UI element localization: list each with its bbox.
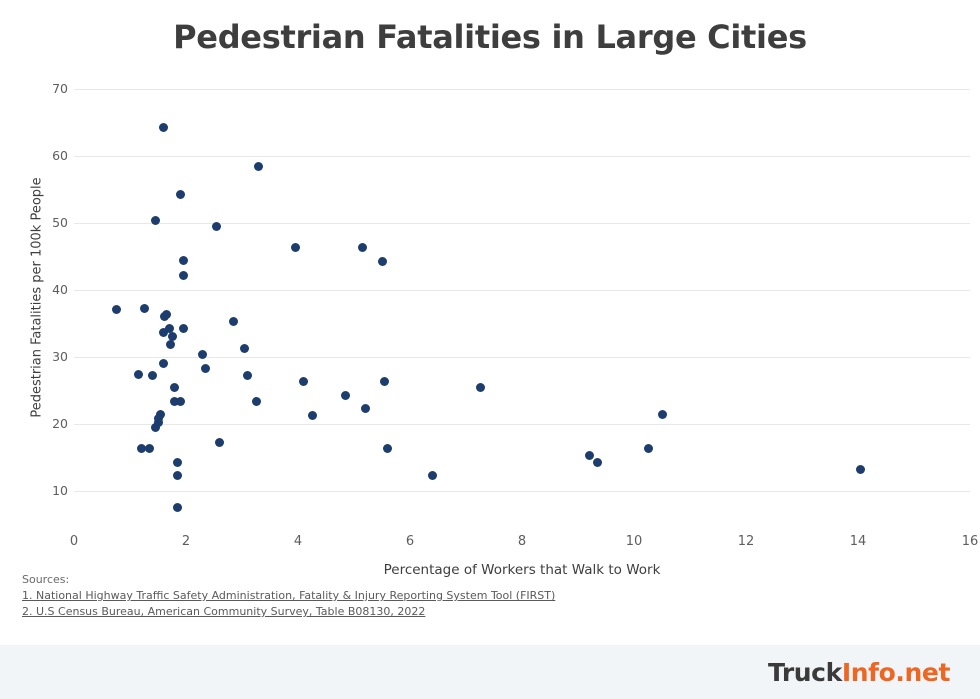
x-axis-tick-label: 2 [181,534,191,549]
scatter-point [170,382,180,392]
page-title: Pedestrian Fatalities in Large Cities [173,18,807,56]
scatter-point [173,503,183,513]
scatter-point [212,221,222,231]
scatter-point [240,343,250,353]
footer-bar: TruckInfo.net [0,645,980,699]
scatter-point [170,396,180,406]
y-axis-title: Pedestrian Fatalities per 100k People [29,177,45,418]
scatter-point [243,370,253,380]
x-axis-tick-label: 4 [293,534,303,549]
scatter-point [159,122,169,132]
sources-heading: Sources: [22,573,70,586]
scatter-point [643,444,653,454]
sources-block: Sources: 1. National Highway Traffic Saf… [22,572,555,620]
scatter-point [593,458,603,468]
scatter-point [175,189,185,199]
scatter-point [150,422,160,432]
scatter-point [136,444,146,454]
scatter-point [178,271,188,281]
chart-figure: Pedestrian Fatalities in Large Cities 10… [22,18,979,620]
scatter-point [383,444,393,454]
scatter-point [159,358,169,368]
scatter-point [307,410,317,420]
scatter-point [175,396,185,406]
scatter-point [150,215,160,225]
scatter-plot: 10 20 30 40 50 60 70 0 2 4 6 8 10 12 14 16 Pedestrian … [29,81,979,578]
x-axis-tick-label: 14 [849,534,867,549]
x-axis-tick-label: 6 [405,534,415,549]
scatter-point [145,444,155,454]
scatter-point [215,438,225,448]
scatter-point [427,471,437,481]
scatter-point [341,390,351,400]
scatter-point [165,339,175,349]
scatter-point [380,376,390,386]
scatter-point [360,404,370,414]
x-axis-title: Percentage of Workers that Walk to Work [383,562,661,578]
scatter-point [201,363,211,373]
y-axis-tick-label: 30 [52,349,68,364]
x-axis-tick-label: 10 [625,534,643,549]
x-axis-tick-label: 12 [737,534,755,549]
scatter-point [290,243,300,253]
x-axis-tick-label: 8 [517,534,527,549]
gridline [74,491,970,492]
scatter-point [856,465,866,475]
x-axis-tick-label: 16 [961,534,979,549]
logo-accent-text: Info.net [841,658,951,687]
scatter-point [139,303,149,313]
scatter-point [198,349,208,359]
scatter-point [657,410,667,420]
scatter-point [167,331,177,341]
scatter-point [133,369,143,379]
scatter-point [229,316,239,326]
gridline [74,156,970,157]
scatter-point [584,450,594,460]
scatter-point [251,396,261,406]
y-axis-tick-label: 60 [52,148,68,163]
site-logo[interactable]: TruckInfo.net [768,658,950,687]
gridline [74,89,970,90]
scatter-point [173,457,183,467]
scatter-point [147,370,157,380]
sources-list: 1. National Highway Traffic Safety Admin… [22,588,555,620]
source-link[interactable]: 2. U.S Census Bureau, American Community… [22,605,426,618]
gridline [74,223,970,224]
y-axis-tick-label: 50 [52,215,68,230]
x-axis-tick-label: 0 [69,534,79,549]
scatter-point [475,383,485,393]
gridline [74,290,970,291]
scatter-point [178,256,188,266]
y-axis-tick-label: 10 [52,483,68,498]
scatter-point [377,256,387,266]
scatter-point [173,471,183,481]
scatter-point [178,323,188,333]
scatter-point [161,310,171,320]
scatter-point [357,242,367,252]
gridline [74,424,970,425]
scatter-point [159,328,169,338]
y-axis-tick-label: 20 [52,416,68,431]
scatter-point [254,162,264,172]
gridline [74,357,970,358]
y-axis-tick-label: 40 [52,282,68,297]
scatter-point [111,304,121,314]
scatter-point [299,376,309,386]
y-axis-tick-label: 70 [52,81,68,96]
source-link[interactable]: 1. National Highway Traffic Safety Admin… [22,589,556,602]
logo-primary-text: Truck [767,658,842,687]
scatter-point [156,410,166,420]
scatter-point [164,324,174,334]
